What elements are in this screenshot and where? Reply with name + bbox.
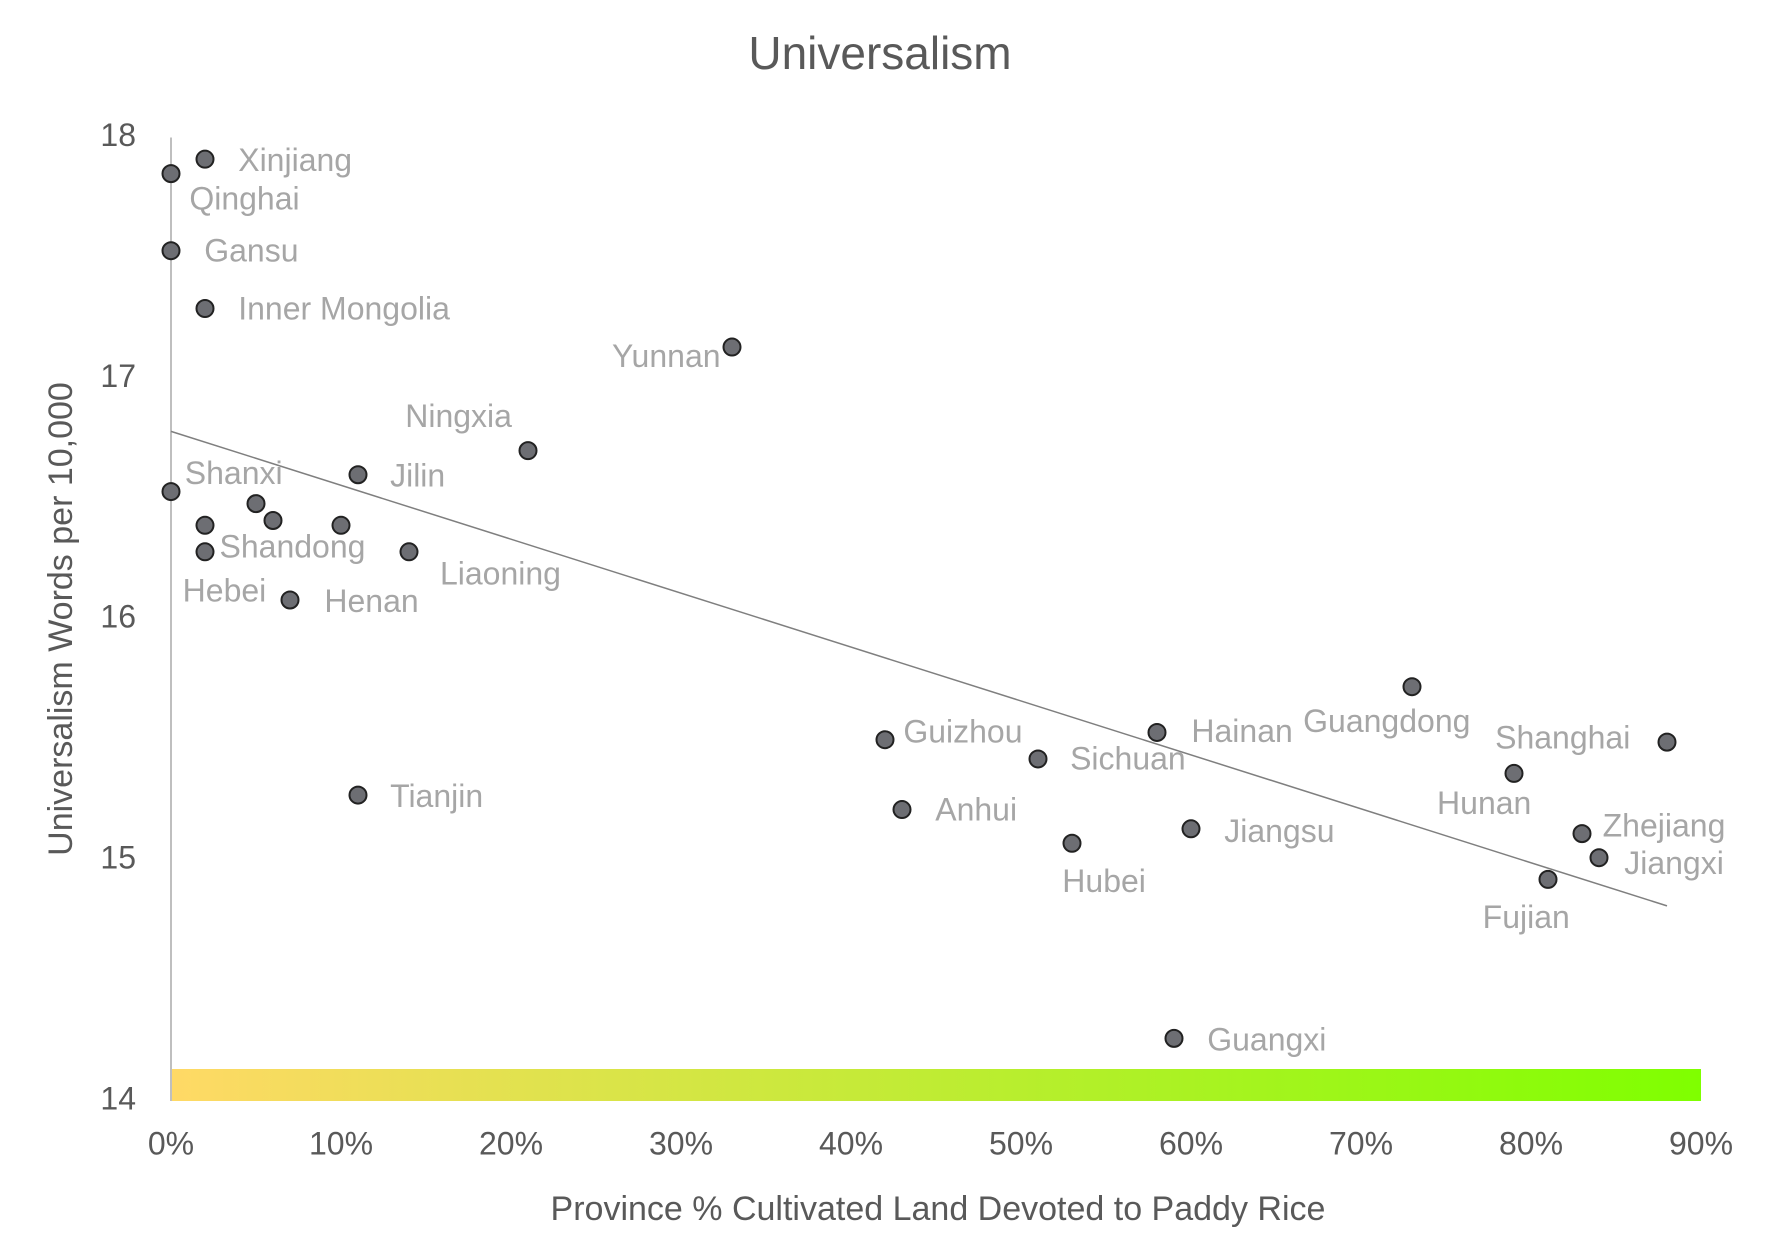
x-tick-label: 50% <box>989 1125 1053 1161</box>
data-point <box>1657 732 1677 752</box>
trendline <box>170 430 1668 907</box>
data-point <box>161 164 181 184</box>
data-point <box>518 441 538 461</box>
data-point <box>1589 848 1609 868</box>
x-tick-label: 90% <box>1669 1125 1733 1161</box>
point-label: Xinjiang <box>238 142 352 178</box>
data-point <box>195 299 215 319</box>
point-label: Hainan <box>1191 713 1292 749</box>
point-label: Guangxi <box>1207 1021 1326 1057</box>
data-point <box>722 337 742 357</box>
point-label: Jiangxi <box>1624 845 1724 881</box>
data-point <box>892 800 912 820</box>
data-point <box>1062 833 1082 853</box>
y-tick-label: 18 <box>100 117 136 153</box>
data-point <box>875 730 895 750</box>
x-tick-label: 40% <box>819 1125 883 1161</box>
x-tick-label: 60% <box>1159 1125 1223 1161</box>
point-label: Liaoning <box>440 555 561 591</box>
data-point <box>1504 763 1524 783</box>
gradient-bar <box>171 1069 1701 1101</box>
point-label: Anhui <box>935 791 1017 827</box>
data-point <box>263 510 283 530</box>
point-label: Tianjin <box>390 778 483 814</box>
point-label: Hubei <box>1062 863 1146 899</box>
point-label: Hebei <box>183 573 267 609</box>
point-label: Ningxia <box>405 398 512 434</box>
data-point <box>161 241 181 261</box>
data-point <box>348 465 368 485</box>
data-point <box>161 482 181 502</box>
x-tick-label: 10% <box>309 1125 373 1161</box>
data-point <box>246 494 266 514</box>
x-tick-label: 70% <box>1329 1125 1393 1161</box>
data-point <box>1028 749 1048 769</box>
point-label: Guizhou <box>903 713 1022 749</box>
point-label: Henan <box>324 583 418 619</box>
point-label: Jilin <box>390 458 445 494</box>
point-label: Shandong <box>220 529 366 565</box>
point-label: Shanxi <box>185 455 283 491</box>
data-point <box>1572 824 1592 844</box>
point-label: Qinghai <box>189 181 299 217</box>
x-tick-label: 0% <box>148 1125 194 1161</box>
y-axis-title: Universalism Words per 10,000 <box>42 382 80 856</box>
data-point <box>1402 677 1422 697</box>
data-point <box>399 542 419 562</box>
data-point <box>195 149 215 169</box>
data-point <box>348 785 368 805</box>
point-label: Jiangsu <box>1224 813 1334 849</box>
point-label: Yunnan <box>612 338 721 374</box>
data-point <box>195 515 215 535</box>
point-label: Sichuan <box>1070 741 1186 777</box>
data-point <box>331 515 351 535</box>
data-point <box>195 542 215 562</box>
x-axis-title: Province % Cultivated Land Devoted to Pa… <box>551 1190 1326 1228</box>
y-tick-label: 16 <box>100 599 136 635</box>
y-tick-label: 15 <box>100 840 136 876</box>
data-point <box>280 590 300 610</box>
chart-title: Universalism <box>748 27 1011 79</box>
y-tick-label: 17 <box>100 358 136 394</box>
data-point <box>1164 1028 1184 1048</box>
x-tick-label: 30% <box>649 1125 713 1161</box>
data-point <box>1181 819 1201 839</box>
point-label: Zhejiang <box>1603 807 1726 843</box>
point-label: Gansu <box>204 232 298 268</box>
point-label: Fujian <box>1483 899 1570 935</box>
data-point <box>1538 869 1558 889</box>
point-label: Hunan <box>1437 785 1531 821</box>
x-tick-label: 80% <box>1499 1125 1563 1161</box>
point-label: Shanghai <box>1495 719 1630 755</box>
point-label: Inner Mongolia <box>238 290 450 326</box>
x-tick-label: 20% <box>479 1125 543 1161</box>
data-point <box>1147 722 1167 742</box>
point-label: Guangdong <box>1303 703 1470 739</box>
y-tick-label: 14 <box>100 1080 136 1116</box>
